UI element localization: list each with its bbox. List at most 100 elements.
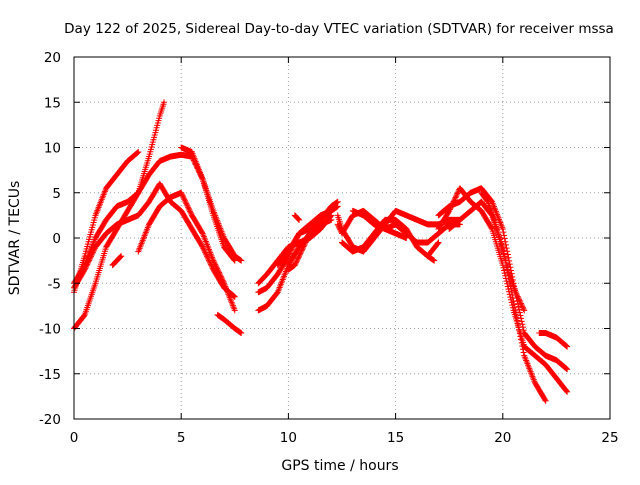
data-point bbox=[335, 222, 342, 229]
data-point bbox=[513, 292, 520, 299]
y-tick-label: -20 bbox=[39, 412, 61, 428]
data-point bbox=[118, 253, 125, 260]
data-point bbox=[296, 251, 303, 258]
data-point bbox=[210, 258, 217, 265]
series-track-20 bbox=[435, 185, 571, 395]
data-point bbox=[519, 304, 526, 311]
data-point bbox=[515, 294, 522, 301]
x-tick-label: 25 bbox=[601, 430, 618, 446]
data-point bbox=[183, 200, 190, 207]
data-point bbox=[178, 191, 185, 198]
data-point bbox=[180, 195, 187, 202]
series-track-5 bbox=[135, 189, 238, 314]
data-point bbox=[451, 195, 458, 202]
data-point bbox=[292, 260, 299, 267]
y-tick-label: 15 bbox=[44, 95, 61, 111]
data-point bbox=[518, 315, 525, 322]
data-point bbox=[517, 300, 524, 307]
y-tick-label: 5 bbox=[52, 186, 61, 202]
data-point bbox=[238, 330, 245, 337]
data-point bbox=[301, 242, 308, 249]
data-point bbox=[213, 264, 220, 271]
data-point bbox=[517, 312, 524, 319]
data-point bbox=[204, 253, 211, 260]
data-point bbox=[219, 277, 226, 284]
series-track-7 bbox=[214, 311, 245, 337]
data-point bbox=[516, 306, 523, 313]
data-point bbox=[518, 301, 525, 308]
x-tick-label: 5 bbox=[177, 430, 186, 446]
data-point bbox=[501, 232, 508, 239]
data-point bbox=[81, 312, 88, 319]
series-track-18 bbox=[349, 207, 410, 241]
data-point bbox=[210, 257, 217, 264]
data-point bbox=[403, 235, 410, 241]
data-points bbox=[71, 99, 571, 404]
x-tick-labels: 0 5 10 15 20 25 bbox=[70, 430, 619, 446]
data-point bbox=[301, 240, 308, 247]
x-tick-label: 0 bbox=[70, 430, 79, 446]
data-point bbox=[499, 225, 506, 232]
data-point bbox=[231, 307, 238, 314]
data-point bbox=[435, 239, 442, 246]
data-point bbox=[501, 267, 508, 274]
data-point bbox=[305, 233, 312, 240]
data-point bbox=[516, 330, 523, 337]
data-point bbox=[187, 208, 194, 215]
data-point bbox=[299, 244, 306, 251]
y-tick-label: 0 bbox=[52, 231, 61, 247]
data-point bbox=[201, 248, 208, 255]
data-point bbox=[334, 221, 341, 228]
data-point bbox=[519, 303, 526, 310]
data-point bbox=[516, 327, 523, 334]
data-point bbox=[178, 189, 185, 196]
data-point bbox=[219, 276, 226, 283]
data-point bbox=[510, 298, 517, 305]
data-point bbox=[212, 261, 219, 268]
data-point bbox=[519, 346, 526, 353]
series-track-12 bbox=[274, 207, 335, 269]
data-point bbox=[212, 262, 219, 269]
data-point bbox=[180, 193, 187, 200]
data-point bbox=[520, 349, 527, 356]
data-point bbox=[199, 244, 206, 251]
series-track-23 bbox=[478, 189, 528, 314]
data-point bbox=[514, 320, 521, 327]
data-point bbox=[218, 274, 225, 281]
axis-ticks bbox=[73, 56, 611, 420]
data-point bbox=[203, 252, 210, 259]
data-point bbox=[514, 293, 521, 300]
data-point bbox=[516, 309, 523, 316]
data-point bbox=[501, 235, 508, 242]
data-point bbox=[431, 257, 438, 264]
data-point bbox=[185, 205, 192, 212]
data-point bbox=[562, 342, 569, 349]
data-point bbox=[453, 191, 460, 198]
y-tick-labels: -20 -15 -10 -5 0 5 10 15 20 bbox=[39, 50, 61, 428]
data-point bbox=[518, 339, 525, 346]
data-point bbox=[294, 256, 301, 263]
data-point bbox=[217, 272, 224, 279]
data-point bbox=[506, 261, 513, 268]
data-point bbox=[519, 343, 526, 350]
data-point bbox=[513, 311, 520, 318]
data-point bbox=[303, 238, 310, 245]
data-point bbox=[505, 254, 512, 261]
data-point bbox=[500, 229, 507, 236]
y-tick-label: 10 bbox=[44, 141, 61, 157]
data-point bbox=[504, 251, 511, 258]
data-point bbox=[328, 207, 335, 214]
data-point bbox=[291, 262, 298, 269]
data-point bbox=[216, 269, 223, 276]
data-point bbox=[513, 314, 520, 321]
data-point bbox=[336, 225, 343, 232]
data-point bbox=[295, 254, 302, 261]
data-point bbox=[563, 388, 570, 395]
y-tick-label: 20 bbox=[44, 50, 61, 66]
data-point bbox=[564, 343, 571, 350]
data-point bbox=[186, 207, 193, 214]
data-point bbox=[214, 266, 221, 273]
data-point bbox=[179, 192, 186, 199]
y-tick-label: -10 bbox=[39, 322, 61, 338]
